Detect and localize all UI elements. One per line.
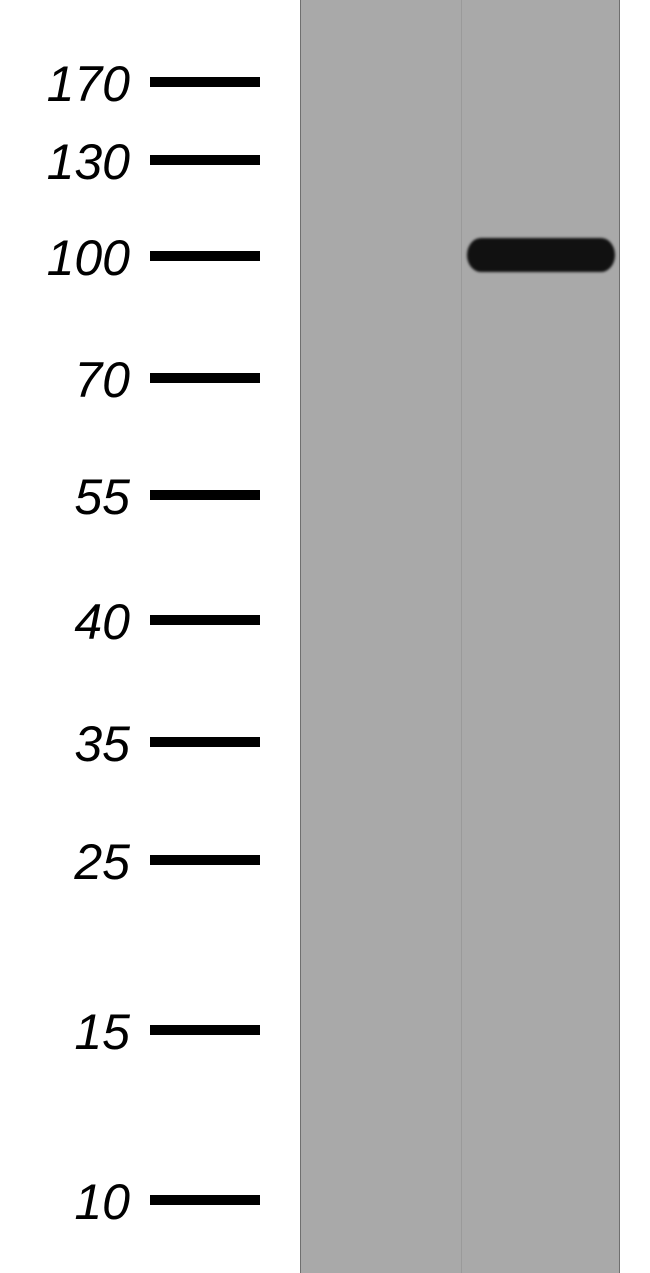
mw-label-70: 70 bbox=[0, 351, 130, 409]
mw-tick-15 bbox=[150, 1025, 260, 1035]
mw-tick-35 bbox=[150, 737, 260, 747]
mw-label-35: 35 bbox=[0, 715, 130, 773]
mw-tick-40 bbox=[150, 615, 260, 625]
mw-label-10: 10 bbox=[0, 1173, 130, 1231]
mw-tick-170 bbox=[150, 77, 260, 87]
mw-label-55: 55 bbox=[0, 468, 130, 526]
mw-tick-55 bbox=[150, 490, 260, 500]
western-blot-membrane bbox=[300, 0, 620, 1273]
mw-tick-100 bbox=[150, 251, 260, 261]
mw-label-130: 130 bbox=[0, 133, 130, 191]
mw-tick-130 bbox=[150, 155, 260, 165]
mw-tick-10 bbox=[150, 1195, 260, 1205]
band-100kda bbox=[467, 238, 615, 272]
mw-label-170: 170 bbox=[0, 55, 130, 113]
mw-label-40: 40 bbox=[0, 593, 130, 651]
mw-label-100: 100 bbox=[0, 229, 130, 287]
mw-label-15: 15 bbox=[0, 1003, 130, 1061]
mw-label-25: 25 bbox=[0, 833, 130, 891]
mw-tick-25 bbox=[150, 855, 260, 865]
mw-tick-70 bbox=[150, 373, 260, 383]
lane-separator bbox=[461, 0, 462, 1273]
